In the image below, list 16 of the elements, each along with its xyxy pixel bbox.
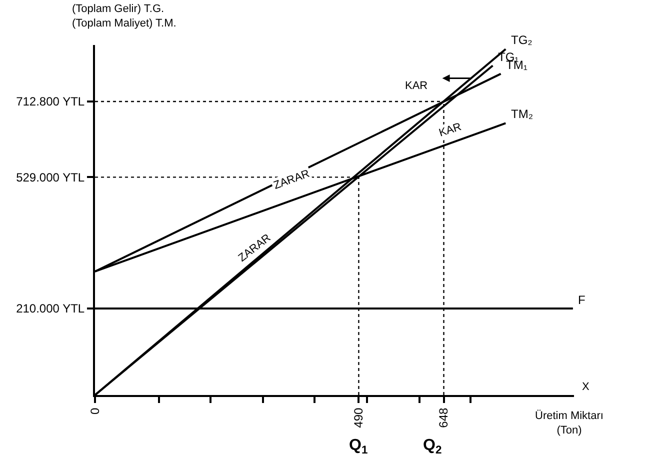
- x-axis-title: Üretim Miktarı (Ton): [535, 409, 604, 436]
- text: Q$_{2}$: [423, 437, 442, 455]
- y-axis-title: (Toplam Gelir) T.G. (Toplam Maliyet) T.M.: [72, 3, 176, 30]
- annotation: KAR: [438, 120, 463, 140]
- series-label: TM₂: [511, 107, 534, 121]
- text: Q$_{1}$: [349, 437, 368, 455]
- x-tick-label: 0: [88, 407, 102, 414]
- y-tick-label: 529.000 YTL: [16, 170, 85, 184]
- y-tick-label: 210.000 YTL: [16, 302, 85, 316]
- text: X: [582, 381, 590, 393]
- y-tick-label: 712.800 YTL: [16, 94, 85, 109]
- series-label: F: [578, 293, 586, 307]
- annotation: KAR: [405, 80, 428, 92]
- x-tick-label: 490: [352, 407, 366, 428]
- series-label: TG₂: [511, 33, 533, 47]
- x-tick-label: 648: [436, 407, 451, 428]
